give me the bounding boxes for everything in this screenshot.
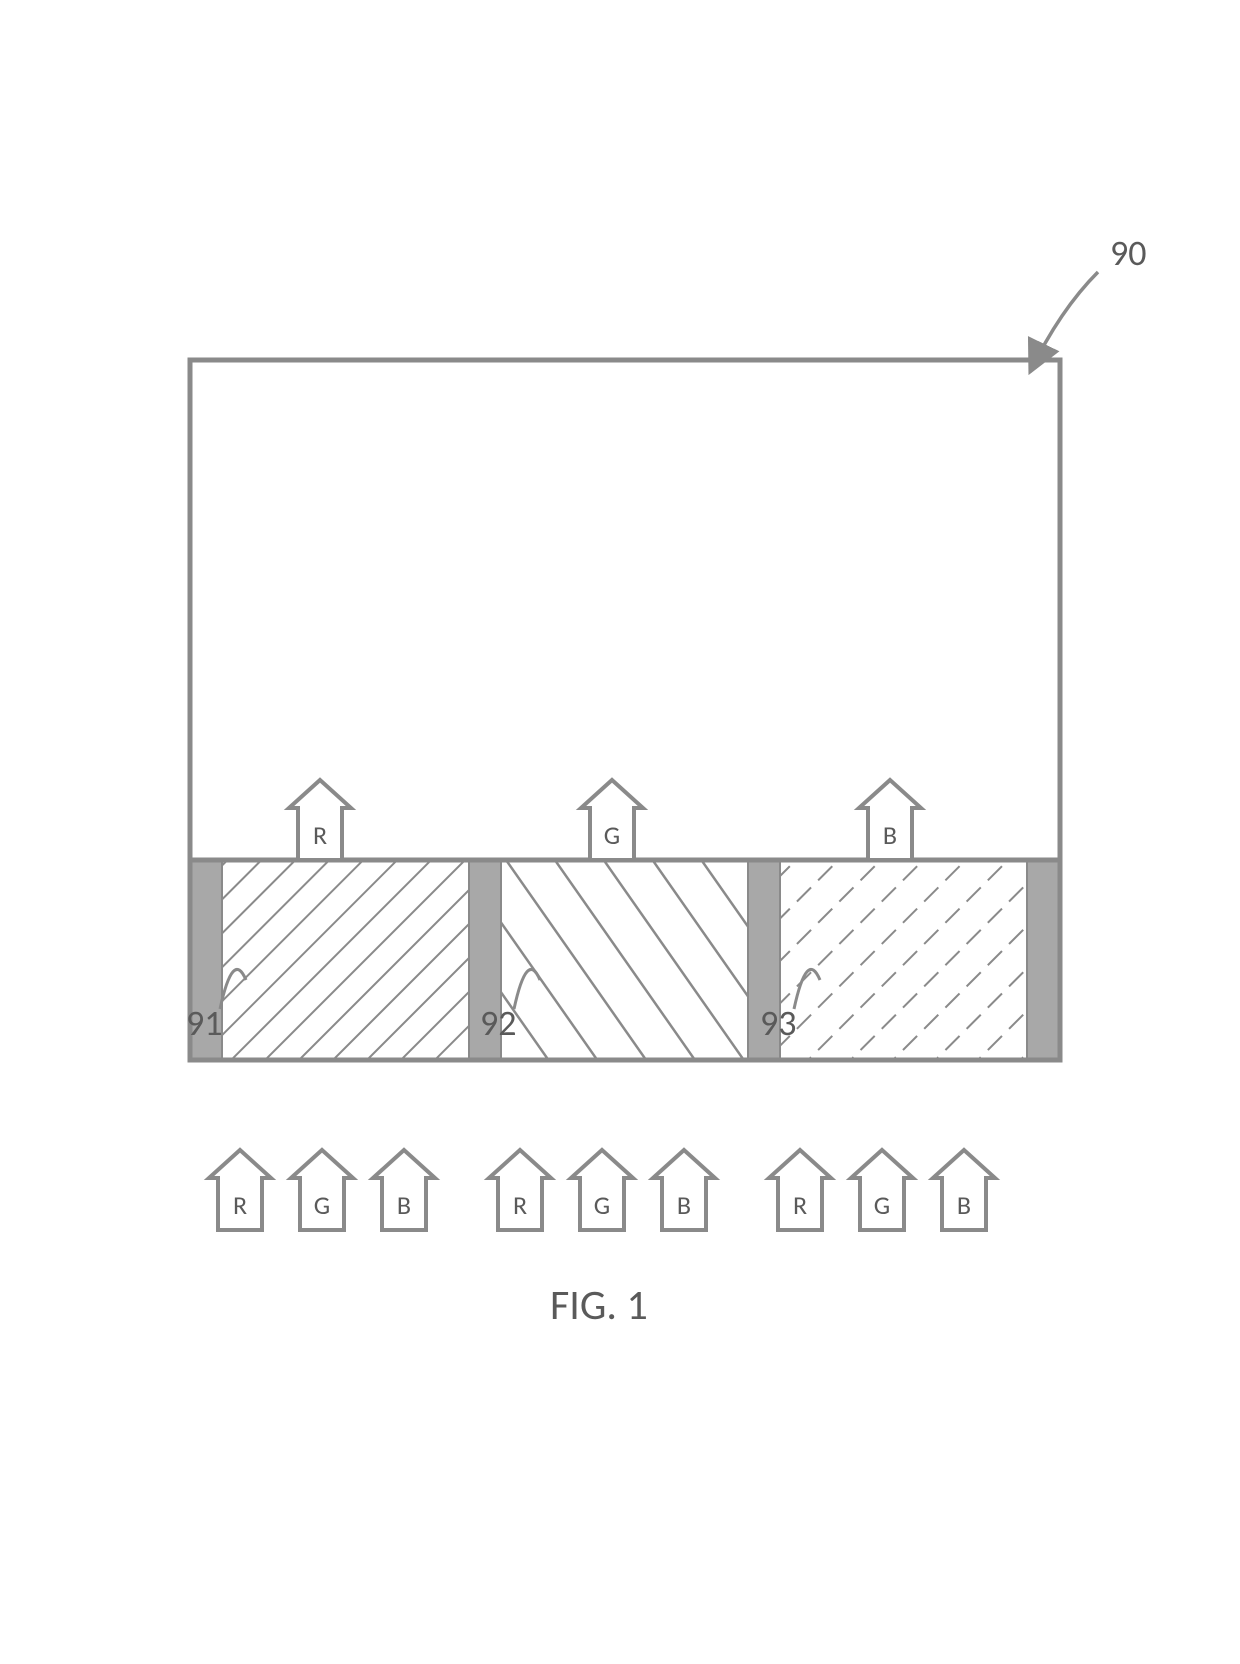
- diagram-svg: 91 92 93 90 R G B R G B R G B R G B: [0, 0, 1240, 1664]
- figure-caption: FIG. 1: [550, 1280, 648, 1331]
- divider: [1027, 860, 1059, 1060]
- top-arrow-R-label: R: [313, 819, 327, 851]
- bottom-arrow-g1-B-label: B: [677, 1189, 691, 1221]
- filter-cell-92: [501, 860, 748, 1060]
- ref-label-90: 90: [1110, 231, 1147, 275]
- ref-label-93: 93: [760, 1001, 797, 1045]
- top-arrow-B-label: B: [883, 819, 897, 851]
- bottom-arrow-g2-B-label: B: [957, 1189, 971, 1221]
- leader-90: [1030, 272, 1098, 372]
- top-arrow-G-label: G: [604, 819, 620, 851]
- filter-cell-93: [780, 860, 1027, 1060]
- bottom-arrow-g2-R-label: R: [793, 1189, 807, 1221]
- bottom-arrow-g1-G-label: G: [594, 1189, 610, 1221]
- filter-cell-91: [222, 860, 469, 1060]
- bottom-arrow-g0-R-label: R: [233, 1189, 247, 1221]
- bottom-arrow-g0-B-label: B: [397, 1189, 411, 1221]
- bottom-arrow-g2-G-label: G: [874, 1189, 890, 1221]
- bottom-arrow-g0-G-label: G: [314, 1189, 330, 1221]
- ref-label-92: 92: [480, 1001, 517, 1045]
- bottom-arrow-g1-R-label: R: [513, 1189, 527, 1221]
- ref-label-91: 91: [186, 1001, 223, 1045]
